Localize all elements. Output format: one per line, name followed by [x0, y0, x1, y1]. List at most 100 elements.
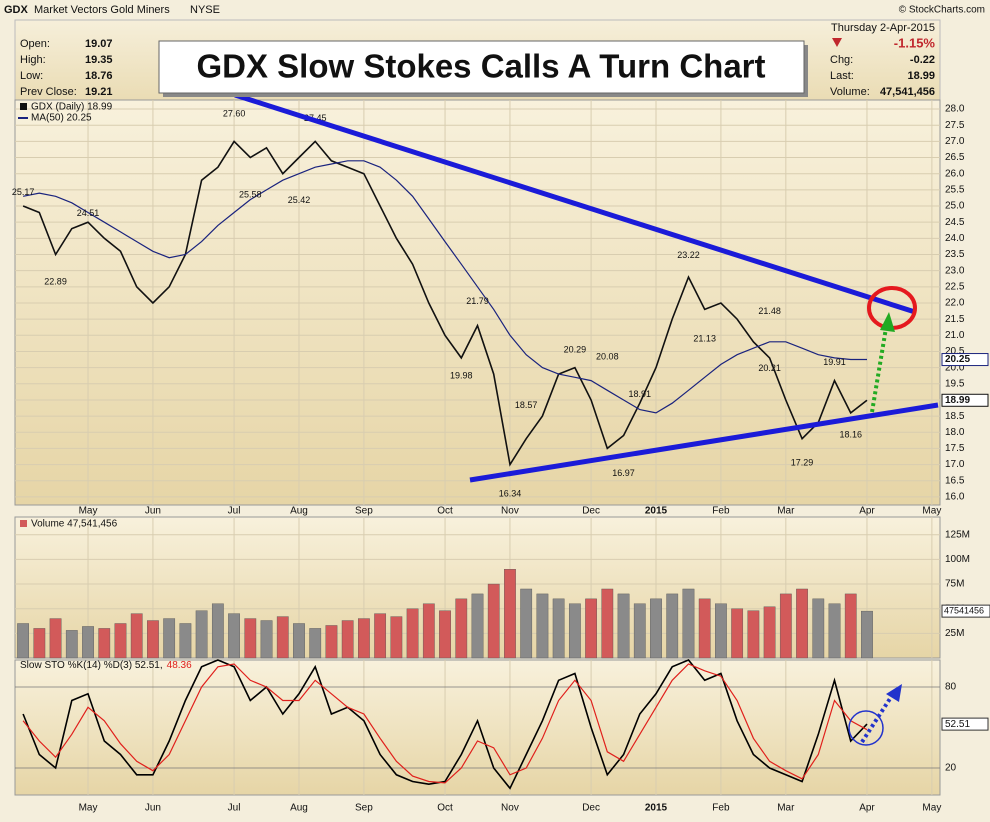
green-arrowhead — [880, 312, 895, 332]
last-value-box — [941, 604, 990, 618]
x-tick-label: 2015 — [645, 506, 668, 517]
volume-bar — [406, 608, 419, 659]
x-tick-label: Feb — [712, 803, 730, 814]
x-tick-label: Oct — [437, 506, 453, 517]
x-tick-label: Feb — [712, 506, 730, 517]
support-line — [469, 402, 939, 483]
volume-bar — [163, 618, 176, 659]
volume-bar — [49, 618, 62, 659]
y-tick-label: 27.5 — [945, 120, 965, 131]
volume-bar — [520, 588, 533, 659]
volume-bar — [33, 628, 46, 659]
x-tick-label: May — [922, 506, 941, 517]
volume-bar — [439, 610, 451, 659]
volume-bar — [195, 610, 208, 659]
y-tick-label: 17.5 — [945, 443, 965, 454]
series-line — [22, 663, 868, 784]
y-tick-label: 21.0 — [945, 330, 965, 341]
stat-label: Volume: — [830, 86, 870, 98]
price-annotation: 20.08 — [596, 351, 619, 361]
y-tick-label: 18.0 — [945, 427, 965, 438]
price-annotation: 22.89 — [44, 277, 67, 287]
legend-label: GDX (Daily) 18.99 — [31, 102, 113, 113]
volume-bar — [244, 618, 257, 659]
volume-bar — [471, 593, 484, 659]
quote-date: Thursday 2-Apr-2015 — [831, 22, 935, 34]
volume-bar — [844, 593, 857, 659]
quote-value: 19.07 — [85, 38, 113, 50]
symbol: GDX — [4, 4, 29, 16]
y-tick-label: 27.0 — [945, 136, 965, 147]
price-annotation: 25.42 — [288, 195, 311, 205]
volume-bar — [309, 628, 322, 659]
y-tick-label: 17.0 — [945, 459, 965, 470]
volume-bar — [504, 569, 516, 659]
x-tick-label: Jun — [145, 803, 161, 814]
quote-label: Prev Close: — [20, 86, 77, 98]
volume-bar — [211, 603, 224, 659]
series-line — [22, 160, 867, 414]
volume-bar — [601, 588, 614, 659]
volume-bar — [130, 613, 143, 659]
last-value-box — [941, 717, 989, 731]
volume-bar — [763, 606, 776, 659]
last-value-box — [941, 353, 989, 367]
y-tick-label: 125M — [945, 529, 970, 540]
price-annotation: 20.21 — [758, 363, 781, 373]
sto-circle — [848, 710, 884, 746]
y-tick-label: 75M — [945, 579, 964, 590]
x-tick-label: May — [922, 803, 941, 814]
volume-bar — [747, 610, 760, 659]
price-annotation: 23.22 — [677, 250, 700, 260]
volume-bar — [633, 603, 646, 659]
x-tick-label: Oct — [437, 803, 453, 814]
price-annotation: 16.34 — [499, 488, 522, 498]
volume-bar — [698, 598, 711, 659]
volume-bar — [731, 608, 744, 659]
y-tick-label: 20.5 — [945, 346, 965, 357]
x-tick-label: Dec — [582, 803, 600, 814]
down-arrow — [832, 38, 842, 47]
last-value-box — [941, 393, 989, 407]
volume-bar — [276, 616, 289, 659]
x-tick-label: Jun — [145, 506, 161, 517]
price-annotation: 19.91 — [823, 357, 846, 367]
volume-bar — [715, 603, 727, 659]
price-annotation: 21.48 — [758, 306, 781, 316]
title-box: GDX Slow Stokes Calls A Turn Chart — [158, 40, 808, 97]
quote-label: High: — [20, 54, 46, 66]
panel-title: Volume 47,541,456 — [31, 519, 118, 530]
volume-bar — [796, 588, 808, 659]
y-tick-label: 24.5 — [945, 217, 965, 228]
y-tick-label: 25.5 — [945, 184, 965, 195]
y-tick-label: 19.5 — [945, 378, 965, 389]
y-tick-label: 100M — [945, 554, 970, 565]
x-tick-label: Sep — [355, 506, 373, 517]
price-annotation: 18.57 — [515, 400, 538, 410]
last-value-label: 52.51 — [945, 719, 970, 730]
change-pct: -1.15% — [894, 35, 936, 50]
y-tick-label: 23.5 — [945, 249, 965, 260]
volume-bar — [65, 630, 78, 659]
title-background — [158, 40, 805, 94]
volume-bar — [179, 623, 192, 659]
quote-label: Open: — [20, 38, 50, 50]
price-annotation: 21.79 — [466, 296, 489, 306]
x-tick-label: Nov — [501, 506, 519, 517]
x-tick-label: Aug — [290, 506, 308, 517]
volume-bar — [374, 613, 387, 659]
volume-bar — [779, 593, 792, 659]
volume-bar — [325, 625, 338, 659]
volume-bar — [228, 613, 240, 659]
volume-bar — [358, 618, 370, 659]
volume-bar — [682, 588, 695, 659]
x-tick-label: Sep — [355, 803, 373, 814]
y-tick-label: 26.5 — [945, 152, 965, 163]
volume-bar — [260, 620, 273, 659]
volume-bar — [666, 593, 679, 659]
volume-bar — [293, 623, 305, 659]
price-annotation: 16.97 — [612, 468, 635, 478]
volume-bar — [487, 583, 500, 659]
y-tick-label: 20 — [945, 763, 957, 774]
